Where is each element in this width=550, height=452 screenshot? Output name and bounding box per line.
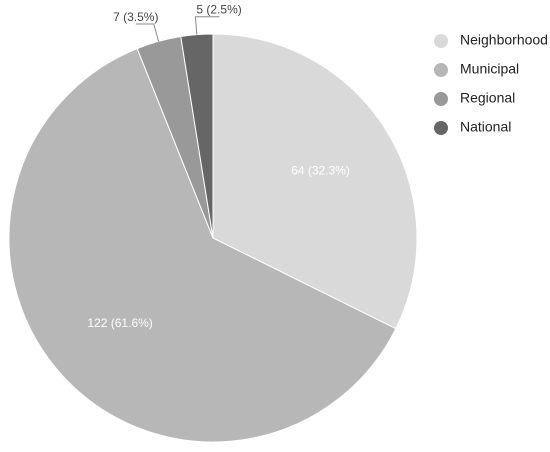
pie-slice-municipal [8,47,397,443]
data-label-regional: 7 (3.5%) [113,10,158,24]
pie-data-labels: 64 (32.3%) 122 (61.6%) 7 (3.5%) 5 (2.5%) [87,3,349,330]
pie-slice-national [180,33,214,239]
legend-item-regional: Regional [434,90,515,106]
legend-swatch [434,34,448,48]
legend-item-municipal: Municipal [434,61,519,77]
legend-item-neighborhood: Neighborhood [434,32,548,48]
data-label-national: 5 (2.5%) [196,3,241,17]
legend-label: Regional [460,90,515,106]
data-label-municipal: 122 (61.6%) [87,316,152,330]
legend-item-national: National [434,119,511,135]
pie-slice-neighborhood [212,33,418,330]
legend-swatch [434,92,448,106]
legend-swatch [434,63,448,77]
legend-label: Neighborhood [460,32,548,48]
legend-label: National [460,119,511,135]
leader-line-regional [135,23,160,42]
data-label-neighborhood: 64 (32.3%) [291,163,350,177]
pie-slices [8,33,418,443]
leader-line-national [194,16,220,35]
legend-swatch [434,121,448,135]
legend: Neighborhood Municipal Regional National [434,32,548,135]
legend-label: Municipal [460,61,519,77]
